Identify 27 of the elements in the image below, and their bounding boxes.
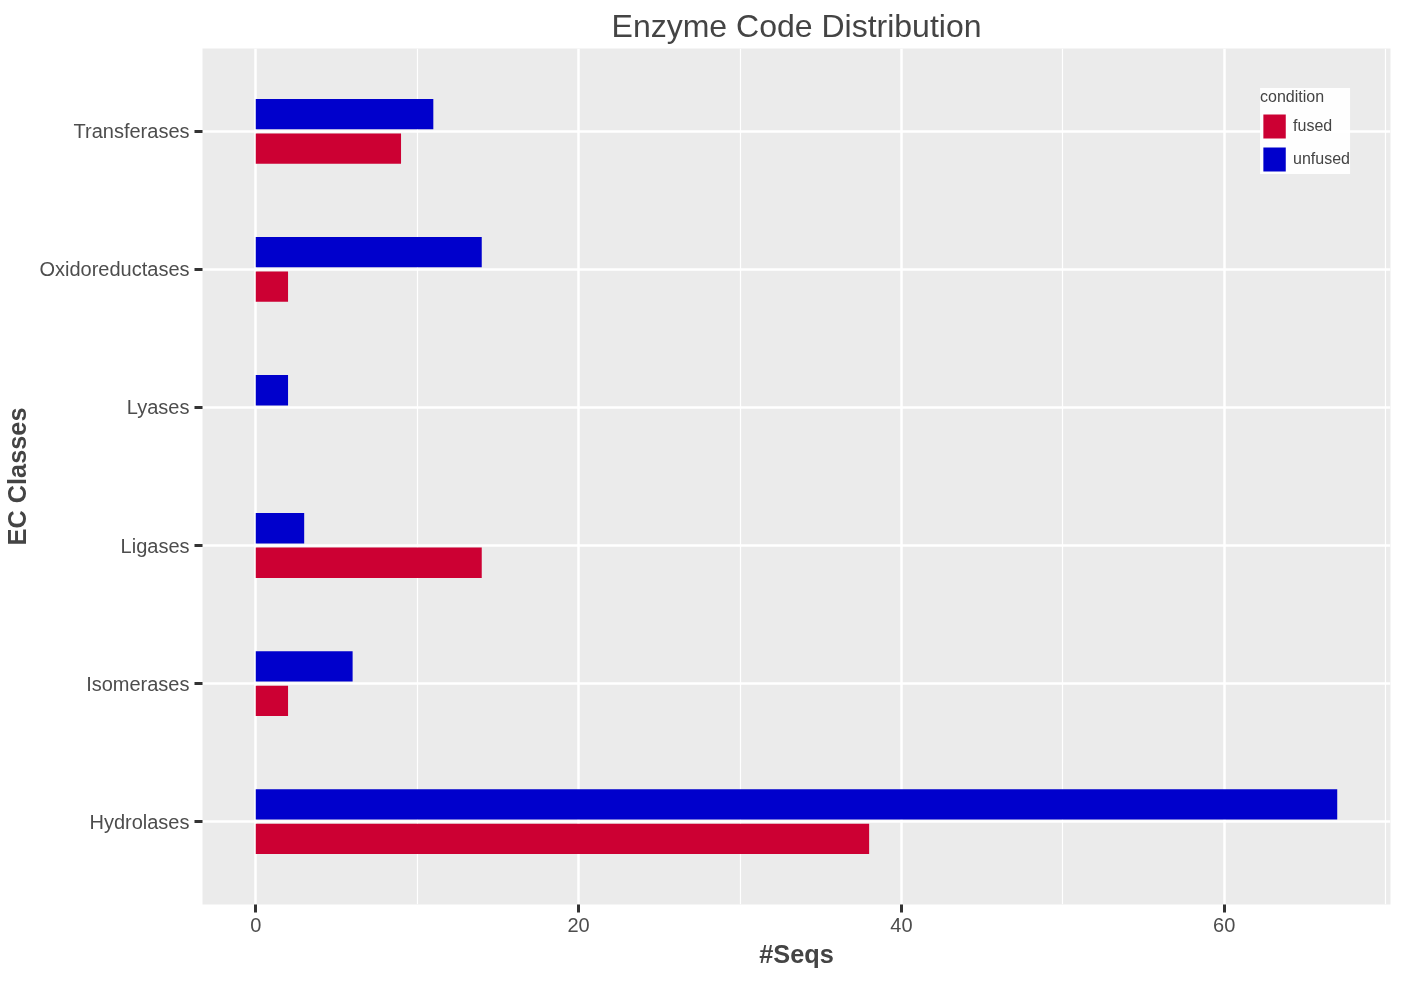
bar: [255, 375, 289, 406]
bar: [255, 789, 1338, 820]
y-tick-label: Lyases: [126, 396, 190, 419]
bar: [255, 133, 402, 164]
x-tick-label: 60: [1213, 913, 1236, 936]
legend-label: fused: [1293, 117, 1333, 135]
bar: [255, 823, 870, 855]
bar: [255, 651, 353, 682]
chart-title: Enzyme Code Distribution: [611, 7, 982, 44]
legend-label: unfused: [1293, 150, 1350, 168]
y-tick-label: Isomerases: [86, 672, 190, 695]
legend-title: condition: [1260, 88, 1326, 106]
y-tick-label: Transferases: [73, 120, 190, 143]
bar: [255, 271, 289, 302]
bar: [255, 547, 482, 578]
y-tick-label: Ligases: [120, 534, 190, 557]
bar: [255, 513, 305, 544]
x-tick-label: 0: [250, 913, 262, 936]
y-tick-label: Oxidoreductases: [39, 258, 190, 281]
y-tick-label: Hydrolases: [89, 810, 190, 833]
y-axis-title: EC Classes: [3, 407, 32, 546]
bar: [255, 98, 434, 130]
bar: [255, 685, 289, 717]
x-tick-label: 20: [567, 913, 590, 936]
x-tick-label: 40: [890, 913, 913, 936]
bar: [255, 236, 482, 268]
x-axis-title: #Seqs: [759, 939, 834, 968]
